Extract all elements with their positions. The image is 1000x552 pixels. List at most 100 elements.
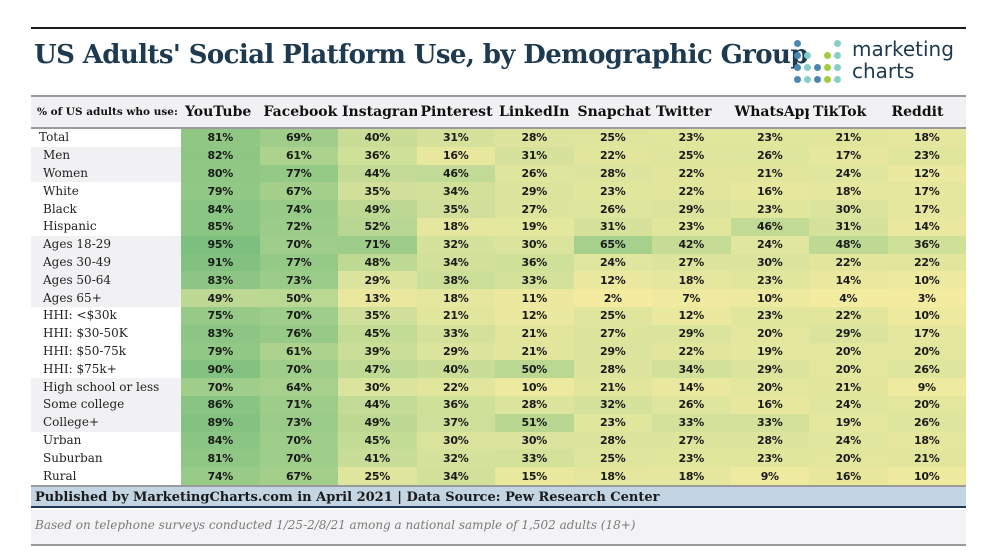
- table-row: Black 84% 74% 49% 35% 27% 26% 29% 23% 30% 17%: [31, 200, 966, 218]
- heat-cell-pinterest: 16%: [416, 146, 495, 165]
- heat-cell-reddit: 10%: [887, 271, 966, 290]
- logo-text-line2: charts: [852, 59, 915, 83]
- heat-cell-snapchat: 18%: [573, 467, 652, 488]
- heat-cell-pinterest: 22%: [416, 378, 495, 396]
- heat-cell-instagram: 35%: [338, 182, 417, 201]
- logo-dot: [824, 64, 831, 71]
- heat-cell-linkedin: 21%: [495, 324, 574, 343]
- heat-cell-tiktok: 48%: [809, 235, 888, 254]
- heat-cell-reddit: 21%: [887, 449, 966, 468]
- heat-cell-twitter: 18%: [652, 271, 731, 290]
- row-label: Men: [31, 146, 181, 165]
- logo-dot: [794, 40, 801, 47]
- heat-cell-pinterest: 38%: [416, 271, 495, 290]
- logo-dot: [814, 76, 821, 83]
- heat-cell-tiktok: 20%: [809, 449, 888, 468]
- heat-cell-reddit: 18%: [887, 128, 966, 147]
- heat-cell-youtube: 83%: [181, 324, 260, 343]
- heat-cell-linkedin: 19%: [495, 217, 574, 236]
- heat-cell-twitter: 14%: [652, 378, 731, 396]
- table-row: Women 80% 77% 44% 46% 26% 28% 22% 21% 24% 12%: [31, 164, 966, 183]
- column-header-pinterest: Pinterest: [416, 95, 495, 129]
- heat-cell-linkedin: 30%: [495, 235, 574, 254]
- heat-cell-reddit: 14%: [887, 217, 966, 236]
- heat-cell-instagram: 45%: [338, 324, 417, 343]
- heat-cell-tiktok: 19%: [809, 413, 888, 432]
- heat-cell-tiktok: 21%: [809, 378, 888, 396]
- heat-cell-reddit: 20%: [887, 342, 966, 361]
- heat-cell-facebook: 67%: [259, 182, 338, 201]
- row-label: Ages 50-64: [31, 271, 181, 290]
- table-row: Rural 74% 67% 25% 34% 15% 18% 18% 9% 16% 10%: [31, 467, 966, 488]
- table-row: Hispanic 85% 72% 52% 18% 19% 31% 23% 46% 31% 14%: [31, 217, 966, 236]
- heat-cell-tiktok: 17%: [809, 146, 888, 165]
- heat-cell-reddit: 36%: [887, 235, 966, 254]
- heat-cell-reddit: 9%: [887, 378, 966, 396]
- heat-cell-facebook: 61%: [259, 146, 338, 165]
- heat-cell-twitter: 22%: [652, 182, 731, 201]
- row-label: Ages 18-29: [31, 235, 181, 254]
- column-header-facebook: Facebook: [259, 95, 338, 129]
- row-label: Women: [31, 164, 181, 183]
- row-label: Total: [39, 130, 70, 145]
- heat-cell-linkedin: 27%: [495, 200, 574, 218]
- heat-cell-whatsapp: 21%: [730, 164, 809, 183]
- logo-dot: [804, 76, 811, 83]
- heat-cell-facebook: 77%: [259, 253, 338, 272]
- logo-dot: [834, 64, 841, 71]
- heat-cell-facebook: 61%: [259, 342, 338, 361]
- table-row: Ages 65+ 49% 50% 13% 18% 11% 2% 7% 10% 4% 3%: [31, 289, 966, 307]
- heat-cell-twitter: 29%: [652, 324, 731, 343]
- heat-cell-tiktok: 24%: [809, 395, 888, 414]
- heat-cell-tiktok: 18%: [809, 182, 888, 201]
- heat-cell-pinterest: 37%: [416, 413, 495, 432]
- heat-cell-linkedin: 30%: [495, 431, 574, 450]
- heat-cell-linkedin: 33%: [495, 449, 574, 468]
- table-row: Ages 30-49 91% 77% 48% 34% 36% 24% 27% 30% 22% 22%: [31, 253, 966, 272]
- row-label: Urban: [43, 432, 82, 447]
- heat-cell-snapchat: 28%: [573, 431, 652, 450]
- table-row: HHI: $75k+ 90% 70% 47% 40% 50% 28% 34% 29% 20% 26%: [31, 360, 966, 379]
- heat-cell-linkedin: 21%: [495, 342, 574, 361]
- chart-title: US Adults' Social Platform Use, by Demog…: [34, 40, 809, 70]
- heat-cell-tiktok: 31%: [809, 217, 888, 236]
- row-label: Suburban: [43, 450, 103, 465]
- heat-cell-snapchat: 25%: [573, 128, 652, 147]
- heat-cell-tiktok: 24%: [809, 164, 888, 183]
- heat-cell-youtube: 79%: [181, 342, 260, 361]
- heat-cell-pinterest: 40%: [416, 360, 495, 379]
- column-header-tiktok: TikTok: [809, 95, 888, 129]
- row-label: White: [43, 183, 79, 198]
- heat-cell-facebook: 72%: [259, 217, 338, 236]
- heat-cell-pinterest: 35%: [416, 200, 495, 218]
- heat-cell-pinterest: 30%: [416, 431, 495, 450]
- heat-cell-twitter: 22%: [652, 342, 731, 361]
- heat-cell-instagram: 41%: [338, 449, 417, 468]
- heat-cell-instagram: 36%: [338, 146, 417, 165]
- heat-cell-linkedin: 29%: [495, 182, 574, 201]
- heat-cell-twitter: 42%: [652, 235, 731, 254]
- heat-cell-pinterest: 33%: [416, 324, 495, 343]
- logo-dot: [834, 40, 841, 47]
- table-row: HHI: $30-50K 83% 76% 45% 33% 21% 27% 29% 20% 29% 1…: [31, 324, 966, 343]
- table-row: White 79% 67% 35% 34% 29% 23% 22% 16% 18% 17%: [31, 182, 966, 201]
- heat-cell-whatsapp: 23%: [730, 128, 809, 147]
- heat-cell-instagram: 71%: [338, 235, 417, 254]
- header-row: % of US adults who use: YouTube Facebook I…: [31, 95, 966, 129]
- heat-cell-linkedin: 31%: [495, 146, 574, 165]
- heat-cell-youtube: 49%: [181, 289, 260, 307]
- heat-cell-instagram: 13%: [338, 289, 417, 307]
- heat-cell-facebook: 73%: [259, 413, 338, 432]
- heat-cell-pinterest: 31%: [416, 128, 495, 147]
- heat-cell-whatsapp: 20%: [730, 324, 809, 343]
- heat-cell-snapchat: 29%: [573, 342, 652, 361]
- row-label: Ages 30-49: [31, 253, 181, 272]
- heat-cell-facebook: 76%: [259, 324, 338, 343]
- heat-cell-snapchat: 28%: [573, 360, 652, 379]
- heat-cell-youtube: 85%: [181, 217, 260, 236]
- heat-cell-reddit: 17%: [887, 182, 966, 201]
- heat-cell-reddit: 12%: [887, 164, 966, 183]
- heat-cell-whatsapp: 10%: [730, 289, 809, 307]
- heat-cell-reddit: 18%: [887, 431, 966, 450]
- heat-cell-whatsapp: 28%: [730, 431, 809, 450]
